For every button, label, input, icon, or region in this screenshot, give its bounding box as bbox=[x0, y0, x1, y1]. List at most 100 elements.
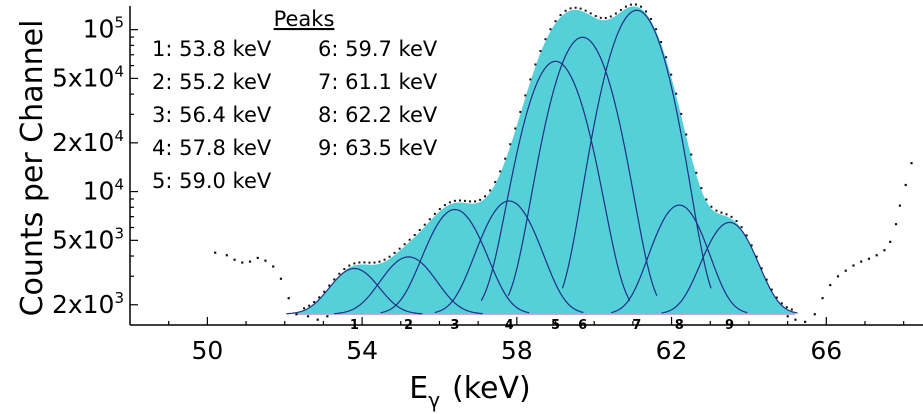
peak-curve-5 bbox=[480, 60, 631, 301]
data-point bbox=[589, 12, 592, 15]
data-point bbox=[338, 272, 341, 275]
data-point bbox=[214, 251, 217, 254]
data-point bbox=[804, 320, 807, 323]
data-point bbox=[363, 261, 366, 264]
y-axis-title: Counts per Channel bbox=[15, 20, 50, 317]
data-point bbox=[529, 78, 532, 81]
data-point bbox=[373, 261, 376, 264]
data-point bbox=[765, 278, 768, 281]
data-point bbox=[760, 267, 763, 270]
data-point bbox=[584, 9, 587, 12]
legend-entry: 2: 55.2 keV bbox=[152, 70, 272, 94]
data-point bbox=[306, 315, 310, 318]
x-axis-title-subscript: γ bbox=[428, 388, 440, 412]
data-point bbox=[453, 199, 456, 202]
data-point bbox=[524, 94, 527, 97]
data-point bbox=[867, 257, 871, 260]
peak-curve-9 bbox=[661, 221, 798, 314]
data-point bbox=[852, 264, 855, 267]
data-point bbox=[241, 261, 244, 264]
data-point bbox=[705, 198, 708, 201]
x-tick-label: 50 bbox=[191, 336, 223, 365]
data-point bbox=[343, 268, 346, 271]
data-point bbox=[489, 189, 492, 192]
x-tick-label: 66 bbox=[810, 336, 842, 365]
data-point bbox=[463, 199, 466, 202]
peak-curve-8 bbox=[611, 204, 748, 314]
data-point bbox=[594, 15, 597, 18]
legend-entry: 3: 56.4 keV bbox=[152, 103, 272, 127]
data-point bbox=[574, 6, 577, 9]
data-point bbox=[860, 260, 863, 263]
data-point bbox=[883, 249, 886, 252]
data-point bbox=[685, 133, 688, 136]
x-tick-label: 62 bbox=[656, 336, 688, 365]
data-point bbox=[670, 73, 673, 76]
legend-title: Peaks bbox=[274, 7, 335, 31]
data-point bbox=[740, 226, 743, 229]
data-point bbox=[303, 307, 306, 310]
data-point bbox=[785, 306, 788, 309]
data-point bbox=[272, 265, 275, 268]
data-point bbox=[904, 183, 907, 187]
data-point bbox=[398, 247, 401, 250]
data-point bbox=[328, 284, 331, 287]
data-point bbox=[353, 262, 356, 265]
data-point bbox=[388, 255, 391, 258]
x-axis-title-unit: (keV) bbox=[452, 371, 531, 406]
legend-entry: 7: 61.1 keV bbox=[318, 70, 438, 94]
data-point bbox=[640, 5, 643, 8]
data-point bbox=[316, 318, 319, 321]
data-point bbox=[836, 275, 840, 278]
legend-entry: 8: 62.2 keV bbox=[318, 103, 438, 127]
data-point bbox=[634, 3, 637, 6]
data-point bbox=[323, 290, 326, 293]
data-points bbox=[214, 3, 913, 323]
data-point bbox=[680, 112, 683, 115]
data-point bbox=[790, 308, 793, 311]
data-point bbox=[233, 258, 236, 261]
data-point bbox=[479, 198, 482, 201]
data-point bbox=[484, 195, 487, 198]
data-point bbox=[408, 238, 411, 241]
y-tick-label: 104 bbox=[83, 176, 124, 206]
data-point bbox=[318, 296, 321, 299]
data-point bbox=[494, 181, 497, 184]
data-point bbox=[368, 261, 371, 264]
data-point bbox=[443, 204, 446, 207]
data-point bbox=[844, 269, 847, 272]
y-tick-label: 2x103 bbox=[52, 289, 124, 319]
data-point bbox=[894, 223, 898, 226]
data-point bbox=[256, 256, 259, 260]
data-point bbox=[898, 204, 901, 207]
data-point bbox=[509, 143, 512, 146]
data-point bbox=[665, 56, 668, 59]
data-point bbox=[564, 9, 567, 12]
data-point bbox=[700, 187, 703, 190]
x-axis-title-symbol: E bbox=[409, 371, 428, 406]
data-point bbox=[393, 251, 396, 254]
data-point bbox=[514, 127, 517, 130]
legend-entry: 6: 59.7 keV bbox=[318, 37, 438, 61]
data-point bbox=[544, 38, 547, 41]
data-point bbox=[910, 162, 913, 165]
data-point bbox=[378, 260, 381, 263]
peak-curve-6 bbox=[507, 36, 658, 296]
y-tick-labels: 2x103 5x103 104 2x104 5x104 105 bbox=[52, 14, 124, 319]
peak-curve-7 bbox=[561, 9, 712, 289]
data-point bbox=[313, 301, 316, 304]
data-point bbox=[775, 296, 778, 299]
data-point bbox=[725, 213, 728, 216]
data-point bbox=[428, 218, 431, 221]
legend-entry: 4: 57.8 keV bbox=[152, 136, 272, 160]
data-point bbox=[287, 297, 290, 300]
data-point bbox=[474, 200, 477, 203]
legend-entry: 5: 59.0 keV bbox=[152, 169, 272, 193]
peak-curve-4 bbox=[434, 200, 584, 314]
data-point bbox=[650, 17, 653, 20]
data-point bbox=[710, 205, 713, 208]
data-point bbox=[609, 15, 612, 18]
data-point bbox=[448, 201, 451, 204]
x-tick-labels: 50 54 58 62 66 bbox=[191, 336, 842, 365]
data-point bbox=[579, 7, 582, 10]
